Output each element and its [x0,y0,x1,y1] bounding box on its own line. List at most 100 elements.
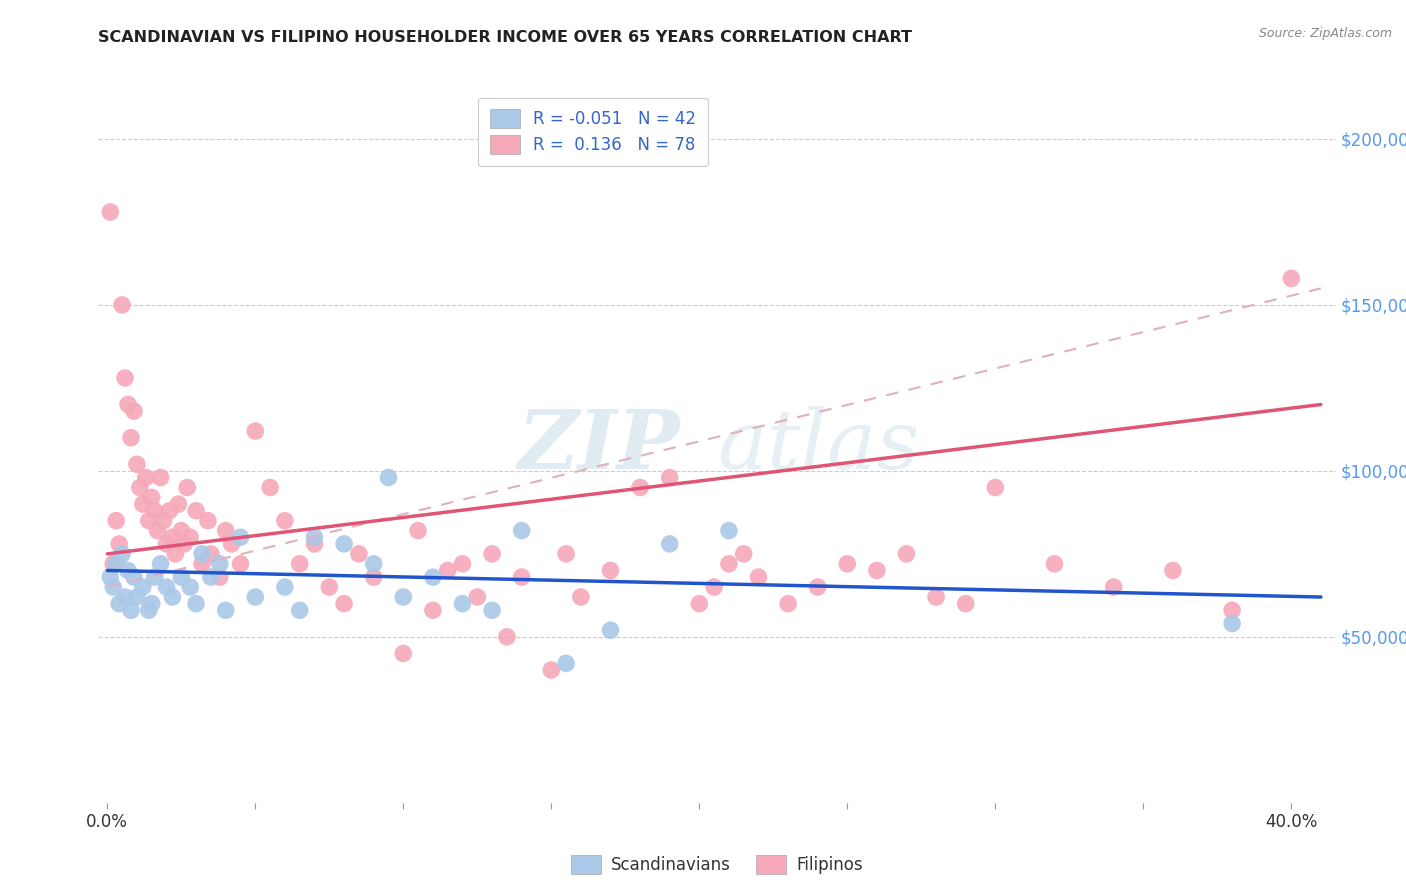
Point [98,570,121,584]
Point [274,514,297,528]
Point [422,603,444,617]
Point [132,497,155,511]
Point [98,205,121,219]
Point [208,557,231,571]
Point [155,537,177,551]
Point [152,514,174,528]
Point [717,524,740,538]
Point [120,603,142,617]
Point [117,564,139,578]
Point [105,514,128,528]
Point [215,524,238,538]
Point [377,470,399,484]
Text: ZIP: ZIP [517,406,681,486]
Point [259,481,281,495]
Point [167,497,190,511]
Point [288,603,311,617]
Point [555,547,578,561]
Point [245,424,267,438]
Point [451,597,474,611]
Point [274,580,297,594]
Point [197,514,219,528]
Point [114,590,136,604]
Point [176,481,198,495]
Point [111,298,134,312]
Point [128,481,150,495]
Point [333,597,356,611]
Point [347,547,370,561]
Point [184,597,207,611]
Point [733,547,755,561]
Point [599,564,621,578]
Point [807,580,830,594]
Point [108,597,131,611]
Point [1043,557,1066,571]
Point [984,481,1007,495]
Point [229,557,252,571]
Point [149,470,172,484]
Point [1102,580,1125,594]
Point [229,530,252,544]
Point [179,580,201,594]
Legend: Scandinavians, Filipinos: Scandinavians, Filipinos [558,841,876,888]
Point [155,580,177,594]
Point [717,557,740,571]
Point [406,524,429,538]
Point [125,590,148,604]
Point [141,491,163,505]
Text: SCANDINAVIAN VS FILIPINO HOUSEHOLDER INCOME OVER 65 YEARS CORRELATION CHART: SCANDINAVIAN VS FILIPINO HOUSEHOLDER INC… [98,29,912,45]
Point [540,663,562,677]
Text: atlas: atlas [717,406,920,486]
Point [333,537,356,551]
Point [125,457,148,471]
Point [200,570,222,584]
Point [496,630,519,644]
Point [1161,564,1184,578]
Point [658,537,681,551]
Point [179,530,201,544]
Point [149,557,172,571]
Point [103,580,125,594]
Point [117,397,139,411]
Point [628,481,651,495]
Point [837,557,859,571]
Point [138,514,160,528]
Point [162,590,184,604]
Point [955,597,977,611]
Point [1220,603,1243,617]
Point [569,590,592,604]
Point [108,537,131,551]
Text: Source: ZipAtlas.com: Source: ZipAtlas.com [1258,27,1392,40]
Point [132,580,155,594]
Point [451,557,474,571]
Point [925,590,948,604]
Point [159,504,181,518]
Point [1279,271,1302,285]
Point [866,564,889,578]
Point [215,603,238,617]
Point [555,657,578,671]
Point [141,597,163,611]
Point [122,404,145,418]
Point [221,537,243,551]
Point [318,580,340,594]
Point [304,530,326,544]
Point [111,547,134,561]
Point [288,557,311,571]
Point [510,570,533,584]
Point [146,524,169,538]
Point [436,564,458,578]
Point [143,570,166,584]
Point [191,547,214,561]
Point [162,530,184,544]
Point [245,590,267,604]
Point [599,624,621,638]
Point [688,597,710,611]
Point [122,570,145,584]
Point [105,557,128,571]
Point [481,547,503,561]
Point [422,570,444,584]
Point [481,603,503,617]
Point [165,547,187,561]
Point [114,371,136,385]
